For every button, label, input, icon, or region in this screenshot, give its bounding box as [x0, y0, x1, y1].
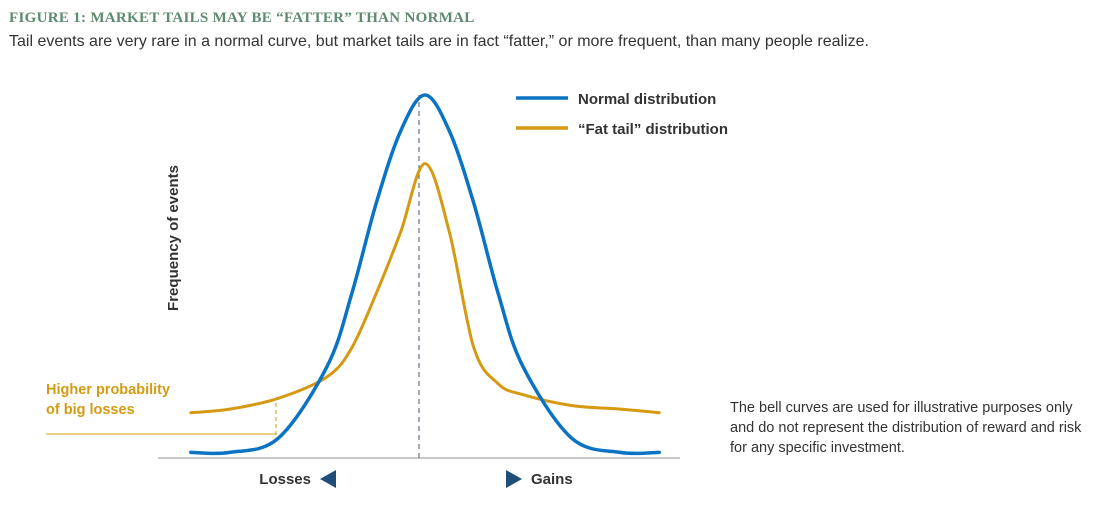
- disclaimer-text: The bell curves are used for illustrativ…: [730, 400, 1082, 456]
- series-fat-tail-line: [189, 162, 661, 415]
- losses-arrow-icon: [320, 470, 336, 488]
- x-label-losses: Losses: [259, 471, 311, 488]
- legend-label-normal: Normal distribution: [578, 91, 716, 108]
- annotation-line-2: of big losses: [46, 402, 135, 418]
- x-label-gains: Gains: [531, 471, 573, 488]
- legend-label-fat-tail: “Fat tail” distribution: [578, 121, 728, 138]
- y-axis-label: Frequency of events: [165, 165, 182, 311]
- series-normal-line: [189, 93, 661, 456]
- figure-subtitle: Tail events are very rare in a normal cu…: [9, 33, 869, 50]
- gains-arrow-icon: [506, 470, 522, 488]
- figure-title: FIGURE 1: MARKET TAILS MAY BE “FATTER” T…: [9, 10, 475, 26]
- annotation-line-1: Higher probability: [46, 382, 170, 398]
